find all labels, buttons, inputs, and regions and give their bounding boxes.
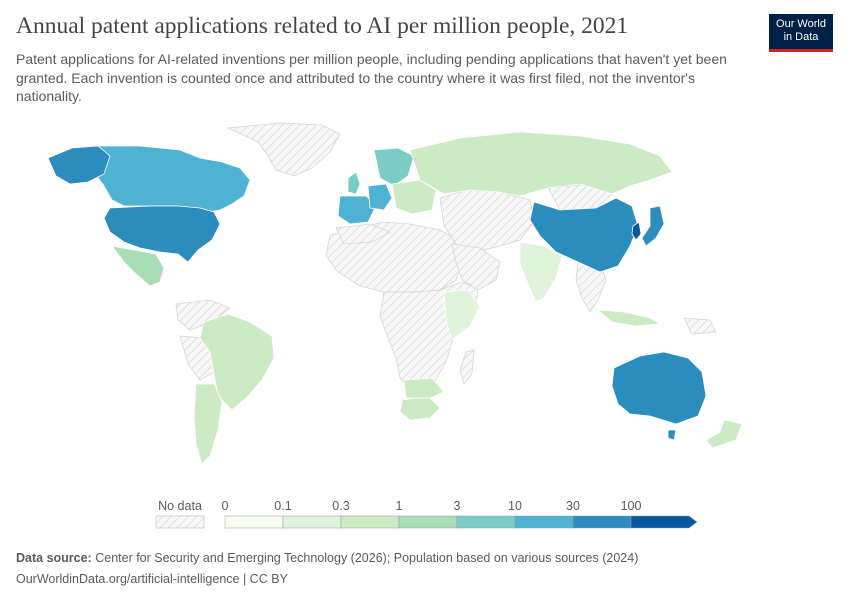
country-madagascar[interactable] — [459, 349, 475, 385]
map-legend: No data 0 0.1 0.3 1 3 10 30 100 — [155, 499, 698, 529]
owid-logo[interactable]: Our World in Data — [769, 14, 833, 52]
legend-bin-swatch — [456, 515, 516, 529]
legend-tick-label: 0.1 — [274, 499, 291, 513]
legend-bin-swatch — [224, 515, 284, 529]
legend-tick-label: 1 — [396, 499, 403, 513]
country-scandinavia[interactable] — [373, 147, 415, 187]
country-alaska[interactable] — [47, 145, 111, 185]
legend-tick-label: 100 — [621, 499, 642, 513]
country-uk[interactable] — [347, 171, 361, 195]
country-korea[interactable] — [631, 221, 642, 241]
country-east-africa[interactable] — [443, 289, 481, 341]
country-png[interactable] — [683, 317, 717, 335]
legend-tick-label: 0.3 — [332, 499, 349, 513]
legend-bin-swatch — [514, 515, 574, 529]
legend-bin-swatch — [630, 515, 698, 529]
url-license[interactable]: OurWorldinData.org/artificial-intelligen… — [16, 572, 288, 586]
country-greenland[interactable] — [226, 122, 341, 177]
country-united-states[interactable] — [103, 205, 221, 263]
logo-line-1: Our World — [776, 18, 826, 30]
legend-no-data-swatch — [155, 515, 205, 529]
country-south-africa[interactable] — [399, 395, 441, 421]
legend-tick-label: 10 — [508, 499, 522, 513]
country-france-iberia[interactable] — [337, 195, 377, 225]
country-china[interactable] — [529, 197, 639, 273]
legend-tick-label: 30 — [566, 499, 580, 513]
country-brazil[interactable] — [199, 313, 275, 411]
data-source-line: Data source: Center for Security and Eme… — [16, 548, 638, 569]
country-japan[interactable] — [641, 205, 665, 247]
country-tasmania[interactable] — [667, 429, 677, 441]
legend-tick-label: 0 — [222, 499, 229, 513]
world-map[interactable] — [0, 118, 850, 478]
country-new-zealand[interactable] — [705, 419, 743, 449]
legend-tick-labels: 0 0.1 0.3 1 3 10 30 100 — [222, 499, 642, 513]
country-southern-africa[interactable] — [403, 377, 445, 399]
country-canada[interactable] — [69, 145, 251, 213]
country-india[interactable] — [519, 241, 563, 303]
country-arabia[interactable] — [451, 243, 501, 291]
country-indonesia[interactable] — [596, 309, 662, 327]
country-mexico[interactable] — [111, 245, 165, 287]
legend-bin-swatch — [282, 515, 342, 529]
country-north-africa-coast[interactable] — [335, 223, 391, 245]
country-germany[interactable] — [367, 183, 393, 211]
footer: Data source: Center for Security and Eme… — [16, 548, 638, 590]
legend-no-data-label: No data — [158, 499, 202, 513]
country-russia[interactable] — [409, 131, 673, 197]
legend-bin-swatch — [398, 515, 458, 529]
legend-tick-label: 3 — [454, 499, 461, 513]
data-source-text: Center for Security and Emerging Technol… — [95, 551, 639, 565]
chart-subtitle: Patent applications for AI-related inven… — [16, 51, 727, 104]
legend-color-bins — [224, 515, 698, 529]
data-source-label: Data source: — [16, 551, 92, 565]
chart-title: Annual patent applications related to AI… — [16, 13, 629, 39]
legend-bin-swatch — [340, 515, 400, 529]
country-argentina-chile[interactable] — [193, 383, 223, 465]
country-australia[interactable] — [611, 351, 707, 425]
legend-bin-swatch — [572, 515, 632, 529]
logo-line-2: in Data — [783, 31, 819, 43]
map-countries — [47, 122, 743, 465]
